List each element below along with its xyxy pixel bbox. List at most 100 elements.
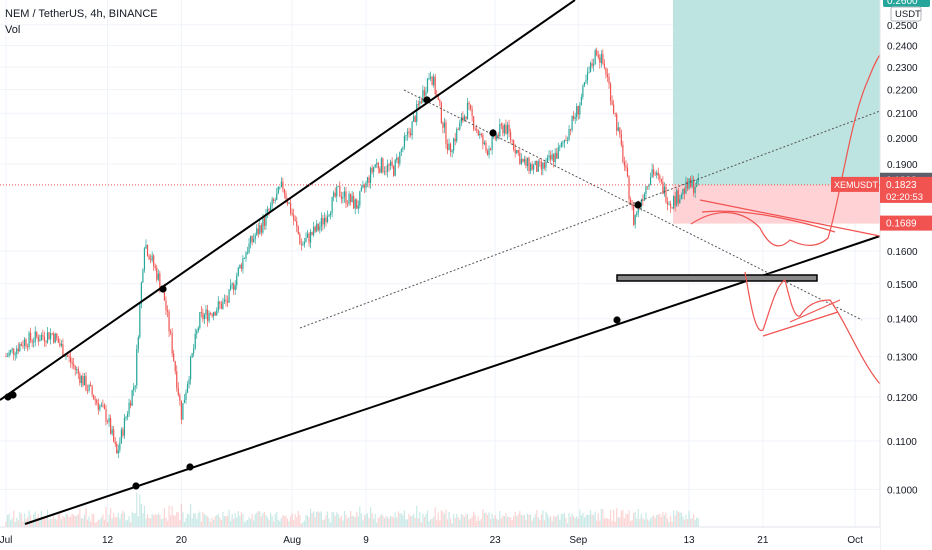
candle-body [220,303,222,309]
volume-bar [126,520,129,527]
volume-bar [305,515,307,527]
candle-body [346,203,349,205]
volume-bar [168,505,170,527]
volume-bar [603,518,606,527]
volume-bar [182,512,184,527]
anchor-point[interactable] [634,201,642,209]
volume-bar [262,513,264,527]
candle-body [253,239,255,242]
anchor-point[interactable] [132,482,140,490]
volume-bar [668,521,670,527]
volume-bar [22,521,24,527]
candle-body [539,161,541,163]
volume-bar [459,519,461,527]
lower-price-tag [880,215,932,231]
volume-bar [73,514,75,527]
volume-bar [11,518,13,527]
volume-bar [91,513,93,527]
dotted-support-line[interactable] [299,110,881,329]
upper-trend-line[interactable] [0,0,576,401]
projection-wedge-top[interactable] [699,199,881,237]
candle-body [471,108,473,117]
candle-body [573,115,575,119]
candle-body [543,162,546,168]
candle-body [180,400,182,420]
candle-body [494,132,496,140]
volume-bar [203,513,206,527]
lower-trend-line[interactable] [24,235,881,525]
candle-body [114,441,116,444]
price-axis[interactable] [880,0,932,550]
volume-bar [151,513,153,527]
volume-bar [216,515,218,527]
volume-bar [194,513,196,527]
currency-badge[interactable] [890,6,922,22]
candle-body [10,350,12,353]
volume-bar [580,515,582,527]
volume-bar [499,510,501,527]
volume-bar [110,507,112,527]
volume-bar [8,514,10,527]
candle-body [540,161,542,170]
volume-bar [120,513,122,527]
candle-body [93,394,95,400]
candle-body [408,131,410,134]
volume-bar [225,516,227,527]
volume-bar [362,520,364,527]
anchor-point[interactable] [613,316,621,324]
volume-bar [591,514,593,527]
anchor-point[interactable] [9,391,17,399]
anchor-point[interactable] [159,285,167,293]
volume-bar [185,518,187,527]
dotted-resistance-line[interactable] [403,89,863,321]
candle-body [219,301,221,304]
candle-body [297,226,299,235]
candle-body [422,90,424,103]
candle-body [262,217,264,233]
candle-body [603,64,606,68]
volume-bar [416,505,418,527]
projection-curve-down[interactable] [744,271,881,385]
candle-body [311,231,313,235]
candle-body [59,342,61,346]
candle-body [620,134,622,145]
candle-body [399,151,401,164]
candle-body [237,267,239,276]
support-box[interactable] [616,274,818,282]
candle-body [113,429,115,442]
candle-body [340,196,342,199]
projection-curve-up[interactable] [690,54,881,247]
candle-body [103,405,106,410]
candle-body [513,140,515,150]
anchor-point[interactable] [423,96,431,104]
anchor-point[interactable] [186,463,194,471]
candle-body [313,226,315,235]
volume-bar [180,504,182,527]
volume-bar [357,516,359,527]
candle-body [549,155,552,160]
candle-body [265,213,267,226]
candle-body [528,157,530,172]
candle-body [529,164,532,172]
volume-bar [257,511,259,527]
time-tick-label: 23 [490,535,502,546]
volume-bar [153,515,155,527]
volume-bar [291,513,293,527]
anchor-point[interactable] [489,129,497,137]
candle-body [566,139,569,141]
candle-body [183,400,186,404]
candle-body [40,335,42,341]
volume-bar [636,518,638,527]
volume-bar [160,519,162,527]
time-axis[interactable] [0,527,880,550]
volume-bar [154,514,156,527]
currency-badge-label: USDT [895,9,921,20]
candle-body [489,148,492,150]
volume-bar [170,515,172,527]
candle-body [245,252,247,259]
candle-body [345,191,347,204]
projection-wedge-bottom[interactable] [762,299,841,337]
candle-body [146,245,149,256]
candle-body [20,344,22,346]
